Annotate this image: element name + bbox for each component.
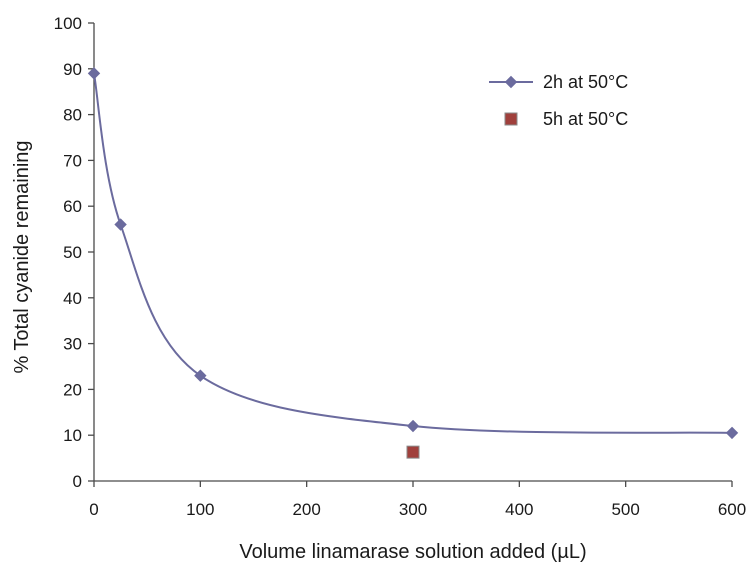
y-tick-label: 80: [63, 106, 82, 125]
y-tick-label: 20: [63, 380, 82, 399]
axes: [88, 22, 733, 487]
series-line: [93, 73, 733, 434]
legend-marker: [504, 112, 518, 126]
y-tick-label: 10: [63, 426, 82, 445]
legend-marker: [504, 75, 518, 89]
legend: 2h at 50°C 5h at 50°C: [489, 72, 628, 129]
tick-labels: 0 10 20 30 40 50 60 70 80 90 100 0 100 200 300 400 500 60…: [54, 14, 747, 519]
x-tick-label: 500: [611, 500, 639, 519]
data-point: [406, 445, 420, 459]
y-tick-label: 90: [63, 60, 82, 79]
data-point: [87, 67, 101, 80]
y-tick-label: 70: [63, 151, 82, 170]
legend-label: 5h at 50°C: [543, 109, 628, 129]
y-tick-label: 50: [63, 243, 82, 262]
x-axis-title: Volume linamarase solution added (µL): [239, 541, 586, 563]
data-point: [114, 218, 127, 231]
y-tick-label: 0: [73, 472, 82, 491]
legend-label: 2h at 50°C: [543, 72, 628, 92]
y-tick-label: 100: [54, 14, 82, 33]
data-point: [725, 426, 739, 440]
data-point: [194, 369, 207, 382]
series-1: [87, 67, 739, 440]
series-2: [406, 445, 420, 459]
x-tick-label: 200: [292, 500, 320, 519]
legend-item-2: 5h at 50°C: [504, 109, 628, 129]
y-axis-title: % Total cyanide remaining: [11, 140, 33, 373]
legend-item-1: 2h at 50°C: [489, 72, 628, 92]
x-tick-label: 300: [399, 500, 427, 519]
data-point: [406, 419, 420, 433]
series-layer: [87, 67, 739, 459]
x-tick-label: 600: [718, 500, 746, 519]
x-tick-label: 0: [89, 500, 98, 519]
x-tick-label: 400: [505, 500, 533, 519]
y-tick-label: 30: [63, 335, 82, 354]
y-tick-label: 40: [63, 289, 82, 308]
x-tick-label: 100: [186, 500, 214, 519]
y-tick-label: 60: [63, 197, 82, 216]
